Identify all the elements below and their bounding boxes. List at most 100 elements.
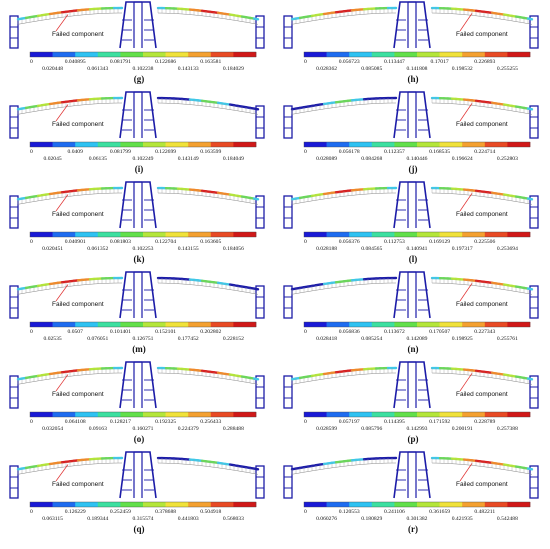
side-frame (529, 285, 539, 319)
colorbar-tick-label: 0.169129 (429, 239, 450, 245)
colorbar-tick-label: 0.224714 (474, 149, 495, 155)
colorbar-tick-label: 0.184029 (223, 66, 244, 72)
colorbar-tick-label: 0.061343 (87, 66, 108, 72)
failed-component-label: Failed component (52, 391, 104, 398)
central-tower (393, 361, 431, 409)
colorbar-tick-label: 0.224379 (178, 426, 199, 432)
colorbar-tick-label: 0.064108 (65, 419, 86, 425)
side-frame (255, 285, 265, 319)
failed-component-label: Failed component (52, 301, 104, 308)
colorbar-tick-label: 0.122704 (155, 239, 176, 245)
colorbar-tick-label: 0.102253 (133, 246, 154, 252)
side-frame (9, 465, 19, 499)
colorbar-tick-label: 0.189344 (87, 516, 108, 522)
central-tower (119, 181, 157, 229)
colorbar: 0 0.056376 0.112753 0.169129 0.225506 0.02818… (303, 231, 531, 252)
colorbar-tick-label: 0.421935 (452, 516, 473, 522)
panel-o: Failed component 0 0.064108 0.128217 0.19232… (4, 360, 274, 448)
colorbar-tick-label: 0 (304, 509, 307, 515)
colorbar-tick-label: 0 (304, 419, 307, 425)
colorbar-tick-label: 0.085254 (361, 336, 382, 342)
failed-component-label: Failed component (456, 481, 508, 488)
colorbar-tick-label: 0.061352 (87, 246, 108, 252)
colorbar-tick-label: 0.241106 (384, 509, 405, 515)
colorbar-tick-label: 0.0507 (68, 329, 84, 335)
colorbar-tick-label: 0.122699 (155, 149, 176, 155)
failed-component-callout: Failed component (456, 463, 508, 488)
colorbar-tick-label: 0.252459 (110, 509, 131, 515)
colorbar-tick-label: 0.568033 (223, 516, 244, 522)
central-tower (393, 271, 431, 319)
colorbar-tick-label: 0.076051 (87, 336, 108, 342)
colorbar-tick-label: 0.255255 (497, 66, 518, 72)
colorbar-tick-label: 0.315574 (133, 516, 154, 522)
side-frame (529, 375, 539, 409)
bridge-diagram: Failed component 0 0.056178 0.112357 0.16853… (283, 91, 539, 162)
colorbar-tick-label: 0.084565 (361, 246, 382, 252)
colorbar-tick-label: 0.257388 (497, 426, 518, 432)
colorbar-tick-label: 0.142089 (407, 336, 428, 342)
failed-component-label: Failed component (52, 31, 104, 38)
colorbar-tick-label: 0.163599 (200, 149, 221, 155)
side-frame (9, 195, 19, 229)
panel-label: (j) (408, 164, 418, 174)
colorbar-tick-label: 0.113672 (384, 329, 405, 335)
failed-component-label: Failed component (52, 121, 104, 128)
colorbar-tick-label: 0.020451 (42, 246, 63, 252)
colorbar-tick-label: 0.378688 (155, 509, 176, 515)
bridge-diagram: Failed component 0 0.040895 0.081791 0.12268… (9, 1, 265, 72)
colorbar-tick-label: 0.060276 (316, 516, 337, 522)
central-tower (393, 1, 431, 49)
colorbar: 0 0.0507 0.101401 0.152101 0.202802 0.02535 0.… (29, 321, 257, 342)
colorbar-tick-label: 0.180829 (361, 516, 382, 522)
colorbar-tick-label: 0.020448 (42, 66, 63, 72)
colorbar-tick-label: 0.028188 (316, 246, 337, 252)
side-frame (529, 105, 539, 139)
colorbar-tick-label: 0.112753 (384, 239, 405, 245)
central-tower (393, 451, 431, 499)
colorbar-tick-label: 0 (30, 509, 33, 515)
bridge-diagram: Failed component 0 0.0507 0.101401 0.152101 0… (9, 271, 265, 342)
panel-q: Failed component 0 0.126229 0.252459 0.37868… (4, 450, 274, 538)
deck (290, 366, 534, 385)
colorbar-tick-label: 0.056376 (339, 239, 360, 245)
bridge-diagram: Failed component 0 0.064108 0.128217 0.19232… (9, 361, 265, 432)
central-tower (393, 91, 431, 139)
side-frame (255, 15, 265, 49)
colorbar-tick-label: 0.081799 (110, 149, 131, 155)
colorbar-tick-label: 0 (304, 59, 307, 65)
panel-label: (r) (408, 524, 418, 534)
colorbar: 0 0.057197 0.114395 0.171592 0.228789 0.02859… (303, 411, 531, 432)
bridge-diagram: Failed component 0 0.040901 0.081803 0.12270… (9, 181, 265, 252)
side-frame (283, 105, 293, 139)
deck (16, 276, 260, 295)
colorbar-tick-label: 0.085796 (361, 426, 382, 432)
colorbar-tick-label: 0.227343 (474, 329, 495, 335)
colorbar-tick-label: 0.202802 (200, 329, 221, 335)
colorbar-tick-label: 0.17017 (431, 59, 449, 65)
colorbar: 0 0.056723 0.113447 0.17017 0.226893 0.028362… (303, 51, 531, 72)
side-frame (255, 375, 265, 409)
side-frame (529, 15, 539, 49)
colorbar-tick-label: 0.112357 (384, 149, 405, 155)
colorbar-tick-label: 0.102249 (133, 156, 154, 162)
side-frame (255, 195, 265, 229)
failed-component-callout: Failed component (52, 284, 104, 308)
colorbar-tick-label: 0.122686 (155, 59, 176, 65)
failed-component-callout: Failed component (456, 283, 508, 308)
colorbar-tick-label: 0.177452 (178, 336, 199, 342)
colorbar-tick-label: 0.196624 (452, 156, 473, 162)
colorbar-tick-label: 0.225506 (474, 239, 495, 245)
side-frame (283, 15, 293, 49)
panel-label: (q) (133, 524, 145, 534)
failed-component-label: Failed component (52, 211, 104, 218)
central-tower (393, 181, 431, 229)
panel-j: Failed component 0 0.056178 0.112357 0.16853… (278, 90, 548, 178)
colorbar-tick-label: 0.028362 (316, 66, 337, 72)
colorbar: 0 0.056836 0.113672 0.170507 0.227343 0.02841… (303, 321, 531, 342)
colorbar-tick-label: 0.084268 (361, 156, 382, 162)
deck (290, 276, 534, 295)
bridge-diagram: Failed component 0 0.057197 0.114395 0.17159… (283, 361, 539, 432)
failed-component-label: Failed component (456, 31, 508, 38)
colorbar-tick-label: 0.168535 (429, 149, 450, 155)
